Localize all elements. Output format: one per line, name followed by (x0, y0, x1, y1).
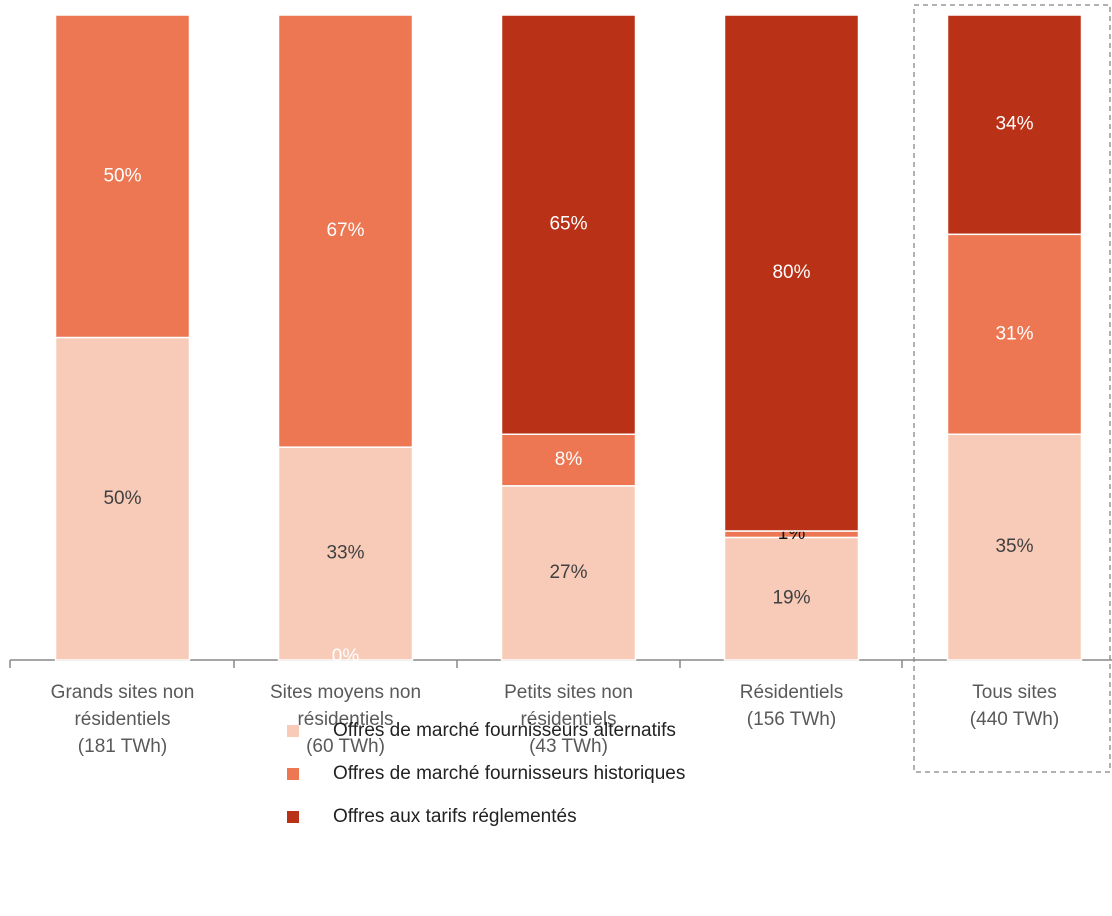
x-tick-label: Sites moyens non (270, 682, 421, 703)
x-tick-label: (156 TWh) (747, 709, 836, 730)
bar-segment (946, 14, 1083, 236)
bar-segment (277, 14, 414, 448)
legend-swatch (287, 725, 299, 737)
x-tick-label: Tous sites (972, 682, 1056, 703)
data-label: 50% (103, 488, 141, 509)
bar-segment (723, 536, 860, 661)
data-label: 0% (332, 646, 360, 667)
data-label: 33% (326, 543, 364, 564)
x-tick-label: Petits sites non (504, 682, 633, 703)
data-label: 67% (326, 220, 364, 241)
bar-segment (54, 336, 191, 661)
x-tick-label: résidentiels (74, 709, 170, 730)
x-tick-label: (60 TWh) (306, 736, 385, 757)
x-tick-label: (181 TWh) (78, 736, 167, 757)
x-tick-label: résidentiels (520, 709, 616, 730)
data-label: 8% (555, 449, 583, 470)
bar-segment (723, 14, 860, 532)
bar-segment (500, 485, 637, 661)
legend-label: Offres de marché fournisseurs alternatif… (333, 720, 676, 741)
legend-swatch (287, 768, 299, 780)
highlight-box (913, 4, 1111, 773)
data-label: 65% (549, 214, 587, 235)
bar-segment (500, 14, 637, 435)
legend-label: Offres de marché fournisseurs historique… (333, 763, 685, 784)
data-label: 34% (995, 114, 1033, 135)
bar-segment (277, 446, 414, 661)
data-label: 31% (995, 323, 1033, 344)
data-label: 80% (772, 262, 810, 283)
data-label: 35% (995, 536, 1033, 557)
legend-label: Offres aux tarifs réglementés (333, 806, 577, 827)
data-label: 27% (549, 562, 587, 583)
x-tick-label: (440 TWh) (970, 709, 1059, 730)
data-label: 19% (772, 588, 810, 609)
x-tick-label: (43 TWh) (529, 736, 608, 757)
bar-segment (946, 433, 1083, 661)
bar-segment (54, 14, 191, 339)
data-label: 50% (103, 165, 141, 186)
axis-ticks (9, 660, 903, 668)
legend-swatch (287, 811, 299, 823)
x-tick-label: Résidentiels (740, 682, 844, 703)
x-tick-label: résidentiels (297, 709, 393, 730)
x-tick-label: Grands sites non (51, 682, 195, 703)
bar-segment (946, 233, 1083, 435)
bar-segment (500, 433, 637, 487)
